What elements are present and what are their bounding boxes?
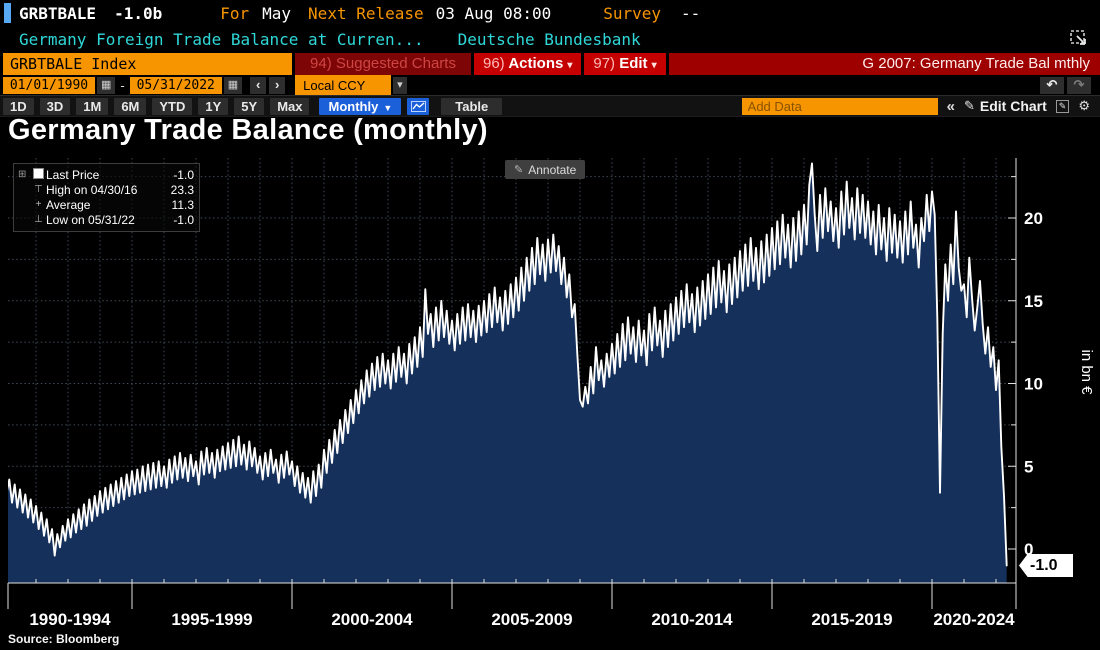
legend-row-average: + Average 11.3 [18,197,194,212]
for-value: May [262,3,292,23]
table-button[interactable]: Table [441,97,503,115]
command-bar: GRBTBALE Index 94) Suggested Charts 96) … [0,52,1100,76]
chart-toolbar: 1D 3D 1M 6M YTD 1Y 5Y Max Monthly ▼ Table… [0,95,1100,117]
tree-expand-icon[interactable]: ⊞ [18,169,27,180]
legend-row-low: ⊥ Low on 05/31/22 -1.0 [18,212,194,227]
x-axis-label: 2015-2019 [811,610,892,629]
last-value: -1.0b [114,3,163,23]
low-marker-icon: ⊥ [34,214,43,225]
period-button-1d[interactable]: 1D [3,97,34,115]
x-axis-label: 2000-2004 [331,610,413,629]
collapse-panel-icon[interactable]: « [946,97,955,115]
annotate-pencil-icon: ✎ [514,164,524,176]
pop-out-icon[interactable] [1070,30,1088,47]
y-tick-label: 5 [1024,457,1033,476]
y-tick-label: 10 [1024,375,1043,394]
last-price-flag: -1.0 [1019,554,1073,577]
legend-row-high: ⊤ High on 04/30/16 23.3 [18,182,194,197]
edit-menu-button[interactable]: 97) Edit ▾ [584,53,666,75]
calendar-icon[interactable]: ▦ [223,77,243,94]
x-axis-label: 1990-1994 [29,610,111,629]
security-marker [4,3,11,23]
period-button-3d[interactable]: 3D [39,97,71,115]
last-price-swatch [31,167,46,182]
chart-function-tag: G 2007: Germany Trade Bal mthly [668,53,1100,75]
add-data-input[interactable] [741,97,938,115]
for-label: For [220,3,250,23]
next-release-label: Next Release [308,3,424,23]
pencil-icon: ✎ [964,98,975,113]
period-button-ytd[interactable]: YTD [152,97,193,115]
calendar-icon[interactable]: ▦ [97,77,116,94]
period-button-max[interactable]: Max [270,97,310,115]
high-marker-icon: ⊤ [34,184,43,195]
ticker-input[interactable]: GRBTBALE Index [3,53,292,75]
start-date-input[interactable]: 01/01/1990 [3,77,95,94]
line-chart-type-button[interactable] [407,97,430,115]
annotation-tool-icon[interactable]: ✎ [1055,99,1070,113]
date-separator: - [120,78,125,93]
end-date-input[interactable]: 05/31/2022 [129,77,222,94]
redo-icon[interactable]: ↷ [1067,77,1091,94]
line-chart-icon [410,100,426,112]
x-axis-label: 2010-2014 [651,610,733,629]
security-description: Germany Foreign Trade Balance at Curren.… [19,29,424,49]
chevron-down-icon: ▼ [383,102,393,113]
frequency-select[interactable]: Monthly ▼ [319,97,402,115]
data-source-org: Deutsche Bundesbank [457,29,641,49]
y-tick-label: 15 [1024,292,1043,311]
undo-icon[interactable]: ↶ [1040,77,1064,94]
actions-menu-button[interactable]: 96) Actions ▾ [474,53,582,75]
chart-title: Germany Trade Balance (monthly) [8,114,488,146]
currency-select[interactable]: Local CCY [295,74,392,97]
edit-chart-button[interactable]: Edit Chart [979,98,1047,114]
x-axis-label: 1995-1999 [171,610,252,629]
next-release-value: 03 Aug 08:00 [435,3,552,23]
period-button-1m[interactable]: 1M [76,97,109,115]
x-axis-label: 2005-2009 [491,610,572,629]
source-attribution: Source: Bloomberg [8,632,120,646]
price-line [8,162,1008,567]
survey-label: Survey [603,3,662,23]
suggested-charts-button[interactable]: 94) Suggested Charts [295,53,471,75]
chevron-down-icon: ▾ [651,60,657,71]
currency-dropdown-icon[interactable]: ▾ [393,77,407,94]
axes [7,158,1017,609]
y-axis-unit-label: in bn € [1078,349,1095,395]
period-button-1y[interactable]: 1Y [198,97,229,115]
security-ticker: GRBTBALE [19,3,97,23]
chevron-down-icon: ▾ [567,60,573,71]
description-row: Germany Foreign Trade Balance at Curren.… [0,26,1100,52]
x-axis-label: 2020-2024 [933,610,1015,629]
range-back-button[interactable]: ‹ [250,77,267,94]
range-forward-button[interactable]: › [269,77,286,94]
legend-row-last-price: ⊞ Last Price -1.0 [18,167,194,182]
annotate-button[interactable]: ✎ Annotate [505,160,586,179]
survey-value: -- [681,3,701,23]
period-button-6m[interactable]: 6M [114,97,147,115]
y-tick-label: 20 [1024,209,1043,228]
y-tick-label: 0 [1024,540,1033,559]
chart-legend[interactable]: ⊞ Last Price -1.0 ⊤ High on 04/30/16 23.… [13,163,200,232]
period-button-5y[interactable]: 5Y [234,97,265,115]
average-marker-icon: + [35,199,42,210]
quote-row: GRBTBALE -1.0b For May Next Release 03 A… [0,0,1100,26]
settings-gear-icon[interactable]: ⚙ [1078,98,1090,113]
range-bar: 01/01/1990 ▦ - 05/31/2022 ▦ ‹ › Local CC… [0,74,1100,97]
